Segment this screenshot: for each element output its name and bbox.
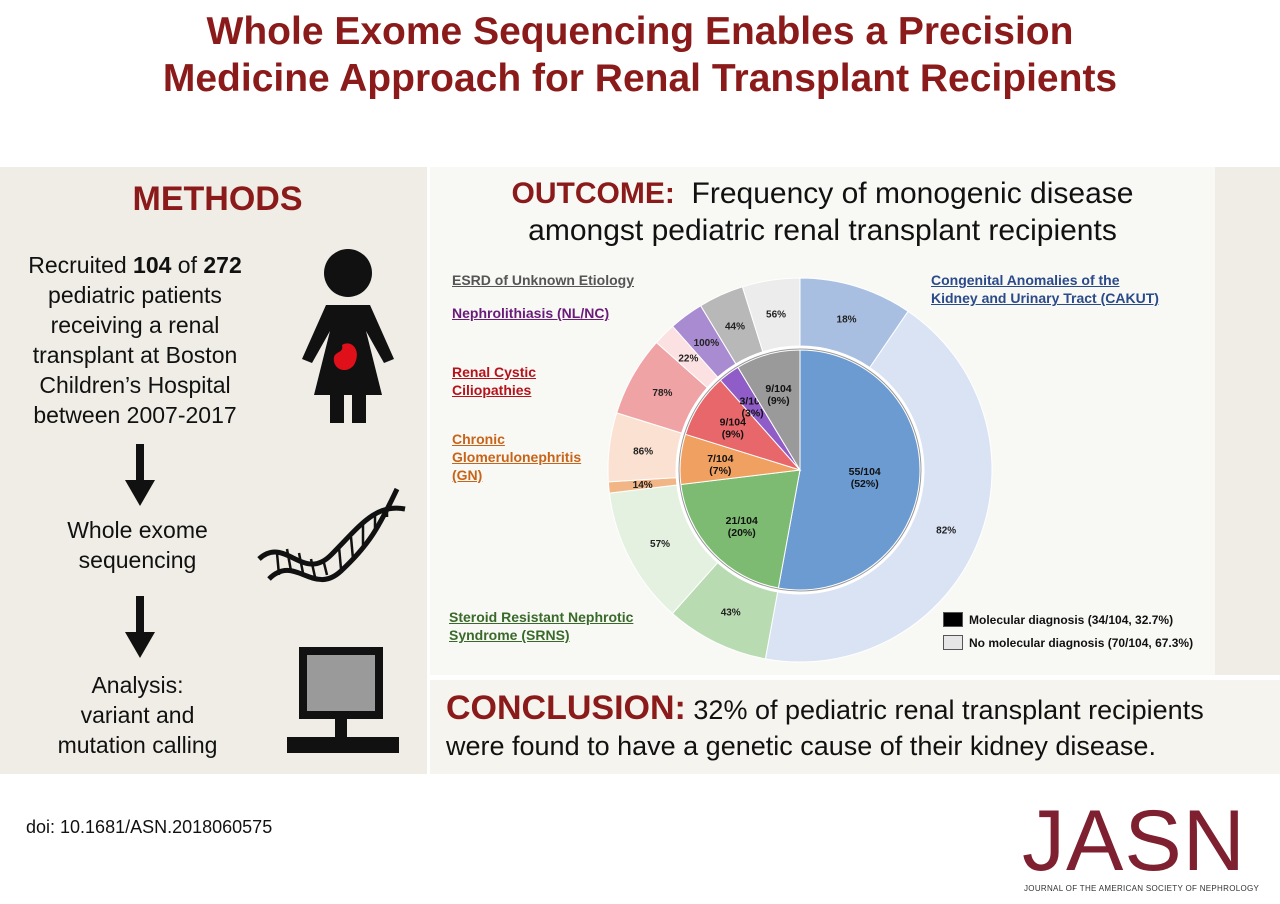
label-cakut: Congenital Anomalies of the Kidney and U… [931, 272, 1159, 306]
donut-inner-outline [678, 348, 922, 592]
outcome-title: OUTCOME: Frequency of monogenic disease … [430, 175, 1215, 249]
conclusion-panel [430, 680, 1280, 774]
down-arrow-icon [125, 596, 155, 658]
recruited-line-1: Recruited 104 of 272 [28, 252, 242, 278]
inner-pie-percent-label: (7%) [709, 465, 731, 477]
inner-pie-percent-label: (52%) [851, 478, 879, 490]
recruited-text: Recruited 104 of 272 pediatric patients … [0, 250, 270, 430]
outer-ring-label: 22% [678, 354, 698, 365]
outcome-title-line-2: amongst pediatric renal transplant recip… [528, 214, 1117, 247]
right-strip [1215, 167, 1280, 675]
title-line-2: Medicine Approach for Renal Transplant R… [162, 57, 1118, 100]
inner-pie-percent-label: (9%) [722, 429, 744, 441]
outer-ring-label: 44% [725, 321, 745, 332]
label-srns: Steroid Resistant Nephrotic Syndrome (SR… [449, 609, 634, 643]
methods-heading: METHODS [132, 180, 303, 218]
label-esrd: ESRD of Unknown Etiology [452, 272, 634, 288]
title-line-1: Whole Exome Sequencing Enables a Precisi… [206, 10, 1074, 53]
legend-swatch-molecular [943, 612, 963, 627]
inner-pie-segment [777, 349, 921, 591]
page-title: Whole Exome Sequencing Enables a Precisi… [0, 8, 1280, 102]
computer-monitor-icon [287, 647, 399, 753]
methods-panel: METHODS Recruited 104 of 272 pediatric p… [0, 167, 427, 774]
label-nephrolithiasis: Nephrolithiasis (NL/NC) [452, 305, 610, 321]
analysis-text: Analysis: variant and mutation calling [57, 672, 218, 758]
jasn-logo: JASN [1022, 793, 1246, 889]
inner-pie-count-label: 55/104 [849, 466, 881, 478]
jasn-logo-subtitle: JOURNAL OF THE AMERICAN SOCIETY OF NEPHR… [1024, 884, 1260, 893]
outcome-keyword: OUTCOME: [511, 177, 675, 210]
conclusion-line-1: 32% of pediatric renal transplant recipi… [693, 695, 1204, 725]
outer-ring-label: 56% [766, 309, 786, 320]
conclusion-text: CONCLUSION: 32% of pediatric renal trans… [446, 690, 1266, 764]
monogenic-disease-donut-chart: 18% 82% 55/104(52%) 43% 57% 21/104(20%) 14% 86%… [607, 277, 993, 663]
dna-helix-icon [257, 487, 406, 583]
inner-pie-count-label: 21/104 [726, 515, 758, 527]
outer-ring-label: 78% [652, 388, 672, 399]
conclusion-line-2: were found to have a genetic cause of th… [446, 731, 1156, 761]
sequencing-text: Whole exome sequencing [67, 517, 208, 573]
outer-ring-label: 14% [633, 480, 653, 491]
down-arrow-icon [125, 444, 155, 506]
inner-pie-segment [737, 349, 801, 472]
doi-text[interactable]: doi: 10.1681/ASN.2018060575 [26, 817, 273, 837]
outer-ring-label: 18% [837, 315, 857, 326]
inner-pie-segment [680, 469, 801, 589]
outer-ring-label: 100% [694, 338, 720, 349]
donut-separator-ring [676, 346, 924, 594]
outer-ring-label: 57% [650, 539, 670, 550]
outer-ring-label: 86% [633, 447, 653, 458]
conclusion-keyword: CONCLUSION: [446, 689, 686, 727]
inner-pie-count-label: 9/104 [720, 417, 746, 429]
label-renal-cystic: Renal Cystic Ciliopathies [452, 364, 537, 398]
legend-no-molecular: No molecular diagnosis (70/104, 67.3%) [943, 635, 1193, 650]
inner-pie-count-label: 7/104 [707, 453, 733, 465]
label-chronic-gn: Chronic Glomerulonephritis (GN) [452, 431, 582, 483]
legend-swatch-no-molecular [943, 635, 963, 650]
outcome-title-line-1: Frequency of monogenic disease [691, 177, 1134, 210]
patient-child-icon [302, 249, 394, 423]
outer-ring-label: 82% [936, 526, 956, 537]
inner-pie-count-label: 9/104 [765, 383, 791, 395]
inner-pie-percent-label: (9%) [767, 395, 789, 407]
inner-pie-percent-label: (3%) [742, 408, 764, 420]
inner-pie-percent-label: (20%) [728, 527, 756, 539]
legend-molecular: Molecular diagnosis (34/104, 32.7%) [943, 612, 1173, 627]
outer-ring-label: 43% [721, 607, 741, 618]
